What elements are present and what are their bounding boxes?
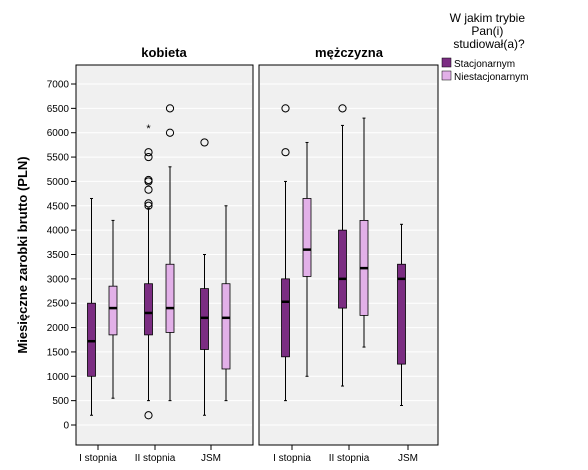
facet-title-kobieta: kobieta [141,45,187,60]
outlier-f0-g3-0 [165,128,175,137]
box-f0-g5 [221,283,231,370]
x-tick-label-i-stopnia: I stopnia [79,453,117,464]
y-tick-label-4500: 4500 [47,201,70,212]
outlier-f0-g4-0 [200,138,209,147]
x-tick-label-jsm: JSM [201,453,221,464]
outlier-f1-g0-1 [281,104,290,113]
y-tick-label-0: 0 [63,421,69,432]
legend-label-niestacjonarnym: Niestacjonarnym [454,72,528,83]
y-tick-label-2500: 2500 [47,299,70,310]
extreme-f0-g2-0: * [146,123,151,135]
outlier-f0-g2-0 [144,411,153,420]
box-f1-g1 [302,198,312,277]
y-tick-label-500: 500 [52,396,69,407]
outlier-f0-g2-3 [144,185,153,194]
box-marks: * [87,104,406,420]
x-tick-label-ii-stopnia: II stopnia [135,453,176,464]
y-tick-label-2000: 2000 [47,323,70,334]
y-tick-label-5500: 5500 [47,153,70,164]
outlier-f1-g0-0 [281,148,290,157]
y-tick-label-1000: 1000 [47,372,70,383]
y-tick-label-5000: 5000 [47,177,70,188]
box-f1-g2 [338,229,347,309]
box-f1-g4 [397,263,406,365]
outlier-f0-g2-1 [144,201,153,210]
axes: 0 500 1000 1500 2000 2500 3000 3500 4000 4500 5000… [47,80,418,465]
y-tick-label-7000: 7000 [47,80,70,91]
facet-title-mezczyzna: mężczyzna [315,45,384,60]
y-tick-label-6500: 6500 [47,104,70,115]
outlier-f1-g2-0 [338,104,347,113]
box-f0-g1 [108,285,118,336]
box-f0-g2 [144,283,153,336]
legend: W jakim trybie Pan(i) studiował(a)? Stac… [441,11,529,83]
box-f0-g0 [87,302,96,377]
y-tick-label-4000: 4000 [47,226,70,237]
y-tick-label-1500: 1500 [47,347,70,358]
outlier-f0-g3-1 [165,104,175,113]
outlier-f0-g2-2 [144,199,153,208]
legend-swatch-stacjonarnym [441,57,452,68]
y-tick-label-6000: 6000 [47,128,70,139]
outlier-f0-g2-6 [144,152,153,162]
y-tick-label-3000: 3000 [47,274,70,285]
box-f0-g3 [165,263,175,333]
x-tick-label-jsm: JSM [398,453,418,464]
x-tick-label-ii-stopnia: II stopnia [329,453,370,464]
outlier-f0-g2-5 [144,175,153,185]
legend-label-stacjonarnym: Stacjonarnym [454,59,515,70]
outlier-f0-g2-7 [144,148,153,157]
y-axis-title: Miesięczne zarobki brutto (PLN) [15,156,30,353]
legend-title: W jakim trybie Pan(i) studiował(a)? [450,11,529,51]
legend-swatch-niestacjonarnym [441,70,452,81]
y-tick-label-3500: 3500 [47,250,70,261]
box-f1-g0 [281,278,290,358]
x-tick-label-i-stopnia: I stopnia [273,453,311,464]
